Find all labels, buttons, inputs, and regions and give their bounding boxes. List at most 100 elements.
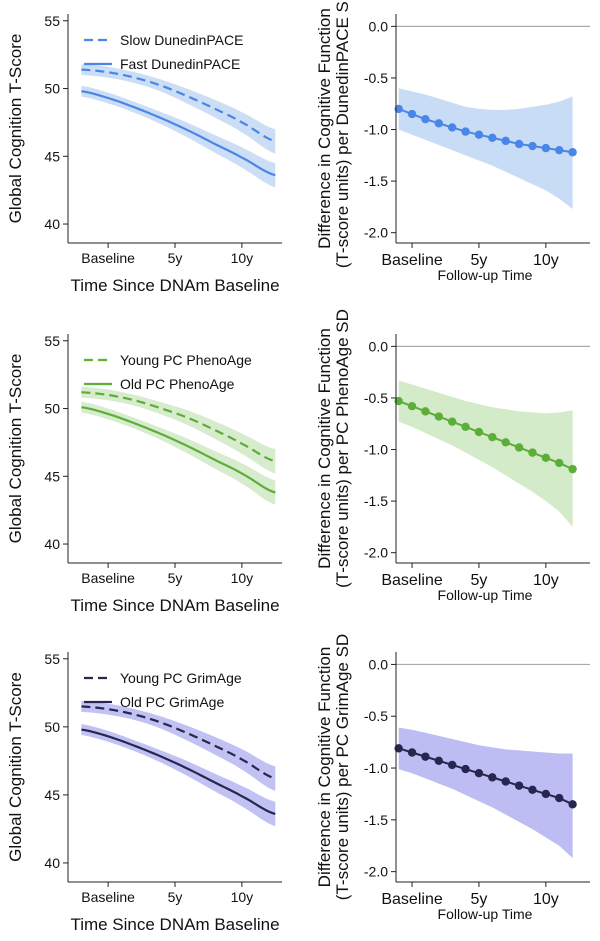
data-point [447, 123, 457, 132]
data-point [474, 130, 484, 139]
data-point [501, 777, 510, 786]
legend-label: Old PC PhenoAge [120, 376, 235, 392]
data-point [541, 789, 551, 799]
x-tick-label: Baseline [381, 572, 442, 589]
data-point [434, 412, 444, 421]
data-point [488, 133, 497, 142]
x-axis-title: Follow-up Time [438, 906, 533, 922]
data-point [394, 396, 403, 406]
data-point [461, 764, 470, 774]
data-point [568, 800, 577, 809]
data-point [407, 402, 417, 411]
trajectory-panel: Young PC GrimAge Old PC GrimAge 40 45 50 55 Ba… [6, 651, 282, 934]
data-point [528, 448, 537, 457]
series-line [81, 728, 276, 815]
data-point [421, 115, 430, 124]
data-point [528, 785, 537, 794]
y-tick-label: 0.0 [369, 18, 389, 34]
y-tick-label: 0.0 [369, 656, 389, 672]
x-axis-title: Follow-up Time [438, 587, 533, 603]
confidence-band [81, 724, 276, 827]
legend-label: Slow DunedinPACE [120, 32, 243, 48]
data-point [501, 136, 510, 146]
y-tick-label: 40 [44, 536, 60, 552]
y-tick-label: 55 [44, 13, 60, 29]
data-point [434, 756, 444, 765]
y-tick-label: 40 [44, 855, 60, 871]
data-point [555, 793, 564, 803]
difference-panel: 0.0 -0.5 -1.0 -1.5 -2.0 Baseline 5y 10yFollow-u… [315, 634, 590, 922]
data-point [421, 752, 430, 761]
y-tick-label: -2.0 [364, 864, 388, 880]
data-point [447, 760, 457, 770]
data-point [555, 458, 564, 468]
series-line [81, 705, 276, 780]
y-tick-label: -1.0 [364, 442, 388, 458]
y-axis-title: Global Cognition T-Score [6, 34, 25, 224]
data-point [541, 143, 551, 153]
trajectory-panel: Slow DunedinPACE Fast DunedinPACE 40 45 50 55… [6, 13, 282, 295]
data-point [501, 438, 510, 447]
y-tick-label: -1.0 [364, 760, 388, 776]
y-axis-title: Global Cognition T-Score [6, 672, 25, 862]
data-point [474, 427, 484, 437]
x-tick-label: 5y [168, 250, 183, 266]
legend-label: Fast DunedinPACE [120, 56, 240, 72]
y-tick-label: 45 [44, 148, 60, 164]
y-tick-label: 50 [44, 401, 60, 417]
legend-label: Young PC GrimAge [120, 670, 242, 686]
y-tick-label: 45 [44, 787, 60, 803]
confidence-band [81, 700, 276, 791]
difference-panel: 0.0 -0.5 -1.0 -1.5 -2.0 Baseline 5y 10yFollow-u… [315, 0, 590, 283]
y-tick-label: 0.0 [369, 338, 389, 354]
y-tick-label: -1.5 [364, 812, 388, 828]
x-tick-label: 5y [168, 889, 183, 905]
y-tick-label: -0.5 [364, 708, 388, 724]
data-point [394, 744, 403, 753]
data-point [434, 119, 444, 128]
y-tick-label: 55 [44, 333, 60, 349]
confidence-band [81, 64, 276, 154]
legend-label: Old PC GrimAge [120, 694, 224, 710]
series-line [81, 90, 276, 177]
data-point [568, 464, 577, 474]
data-point [555, 145, 564, 155]
data-point [474, 769, 484, 778]
x-tick-label: 10y [533, 252, 559, 269]
confidence-band [81, 386, 276, 474]
x-tick-label: 10y [231, 889, 254, 905]
x-tick-label: 5y [168, 570, 183, 586]
y-axis-title-line: (T-score units) per DunedinPACE SD [333, 0, 352, 268]
difference-panel: 0.0 -0.5 -1.0 -1.5 -2.0 Baseline 5y 10yFollow-u… [315, 309, 590, 603]
data-point [514, 139, 524, 149]
y-tick-label: -1.5 [364, 173, 388, 189]
x-axis-title: Time Since DNAm Baseline [70, 596, 279, 615]
y-tick-label: 50 [44, 719, 60, 735]
data-point [514, 781, 524, 790]
data-point [394, 104, 403, 114]
data-point [421, 407, 430, 416]
y-tick-label: -2.0 [364, 545, 388, 561]
x-tick-label: 10y [533, 572, 559, 589]
data-point [541, 453, 551, 462]
data-point [488, 773, 497, 782]
x-tick-label: Baseline [81, 889, 135, 905]
y-tick-label: -1.0 [364, 122, 388, 138]
x-axis-title: Time Since DNAm Baseline [70, 915, 279, 934]
y-axis-title-line: Difference in Cognitive Function [315, 647, 334, 888]
x-tick-label: Baseline [381, 891, 442, 908]
data-point [407, 109, 417, 119]
confidence-band [398, 88, 573, 209]
y-tick-label: 55 [44, 651, 60, 667]
x-tick-label: 10y [231, 570, 254, 586]
y-tick-label: -2.0 [364, 225, 388, 241]
confidence-band [81, 85, 276, 188]
x-tick-label: Baseline [381, 252, 442, 269]
data-point [447, 417, 457, 426]
y-tick-label: 45 [44, 468, 60, 484]
data-point [407, 748, 417, 757]
data-point [568, 148, 577, 157]
y-axis-title-line: Difference in Cognitive Function [315, 328, 334, 569]
x-tick-label: 10y [533, 891, 559, 908]
y-axis-title-line: Difference in Cognitive Function [315, 8, 334, 249]
